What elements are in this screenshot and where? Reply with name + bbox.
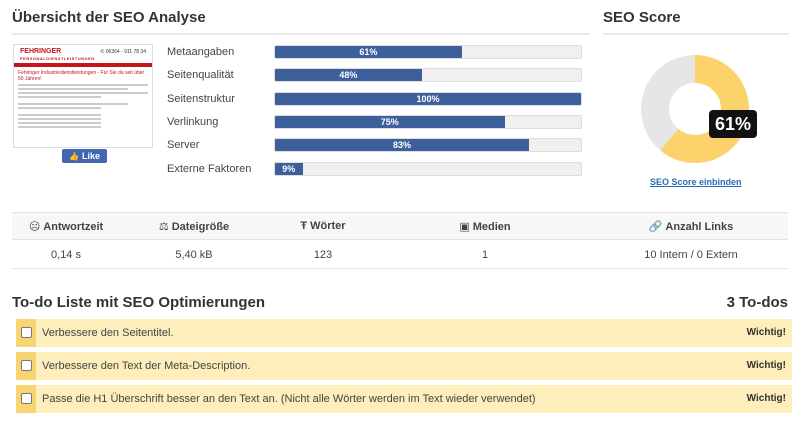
todo-priority: Wichtig! [746,327,786,338]
metric-bar-fill: 100% [275,92,581,105]
score-title: SEO Score [603,9,681,26]
metric-bar-fill: 83% [275,139,529,152]
overview-divider [12,33,590,35]
score-arc [641,55,749,163]
seo-score-chart [641,55,749,163]
todo-priority: Wichtig! [746,360,786,371]
stat-value: 1 [481,249,489,261]
todo-text: Verbessere den Text der Meta-Description… [42,360,251,372]
todo-item: Verbessere den Text der Meta-Description… [16,352,792,380]
metric-label: Seitenqualität [167,69,234,82]
metric-bar: 48% [274,68,582,83]
image-icon: ▣ [459,221,470,233]
embed-score-link[interactable]: SEO Score einbinden [650,177,742,187]
thumbnail-heading: Fehringer Industriedienstleistungen - Fü… [18,70,145,82]
page-stats: ☹ Antwortzeit 0,14 s ⚖ Dateigröße 5,40 kB Ŧ Wör… [12,212,788,269]
metric-bar-fill: 48% [275,69,422,82]
metric-label: Server [167,139,200,152]
clock-icon: ☹ [28,221,41,233]
metric-bar: 9% [274,161,582,176]
stats-header [12,212,788,240]
facebook-like-button[interactable]: 👍 Like [62,149,107,163]
metric-label: Externe Faktoren [167,162,252,175]
stat-value: 123 [313,249,333,261]
todo-priority: Wichtig! [746,393,786,404]
todo-checkbox[interactable] [21,327,32,338]
overview-title: Übersicht der SEO Analyse [12,9,206,26]
score-value: 61% [709,110,757,138]
metric-bar-fill: 9% [275,162,303,175]
todo-checkbox[interactable] [21,360,32,371]
balance-icon: ⚖ [158,221,169,233]
metric-label: Metaangaben [167,46,235,58]
stat-header: 🔗 Anzahl Links [648,221,734,233]
score-divider [603,33,789,35]
thumbnail-phone: ✆ 06364 - 911 78 34 [100,49,146,55]
todo-item: Passe die H1 Überschrift besser an den T… [16,385,792,413]
stat-value: 0,14 s [51,249,81,261]
stat-value: 5,40 kB [175,249,213,261]
todo-count: 3 To-dos [726,294,788,311]
website-thumbnail[interactable]: FEHRINGER PERSONALDIENSTLEISTUNGEN ✆ 063… [13,44,153,148]
stat-header: ⚖ Dateigröße [158,221,230,233]
todo-text: Passe die H1 Überschrift besser an den T… [42,393,536,405]
metric-bar: 61% [274,45,582,59]
metric-bar: 83% [274,138,582,153]
metric-bar: 100% [274,91,582,106]
metric-label: Seitenstruktur [167,92,235,105]
todo-item: Verbessere den Seitentitel. Wichtig! [16,319,792,347]
metric-bar-fill: 61% [275,46,462,58]
todo-text: Verbessere den Seitentitel. [42,327,174,339]
text-icon: Ŧ [300,220,308,232]
link-icon: 🔗 [648,221,663,233]
metric-bar-fill: 75% [275,115,505,128]
thumbnail-nav [14,63,152,67]
todo-checkbox[interactable] [21,393,32,404]
stat-header: Ŧ Wörter [300,220,346,232]
stat-header: ▣ Medien [459,221,511,233]
thumbnail-logo: FEHRINGER PERSONALDIENSTLEISTUNGEN [20,48,95,61]
metric-bar: 75% [274,114,582,129]
stat-value: 10 Intern / 0 Extern [644,249,738,261]
stat-header: ☹ Antwortzeit [28,221,104,233]
thumbs-up-icon: 👍 [69,151,79,161]
todo-title: To-do Liste mit SEO Optimierungen [12,294,266,311]
metric-label: Verlinkung [167,115,219,128]
